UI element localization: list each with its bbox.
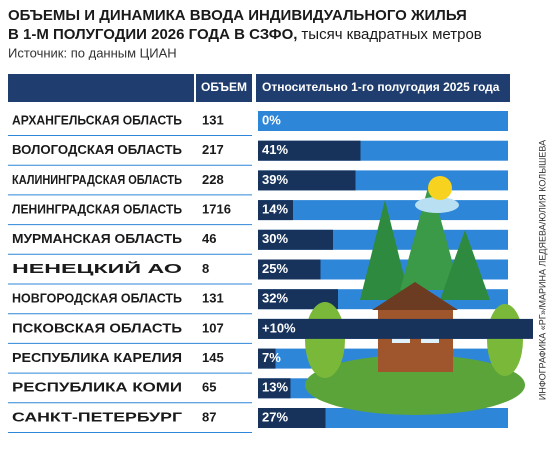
volume: 131 bbox=[202, 112, 224, 127]
credit: ИНФОГРАФИКА «РГ»/МАРИНА ЛЕДЯЕВА/ЮЛИЯ КОЛ… bbox=[537, 140, 547, 400]
lawn bbox=[305, 355, 525, 415]
volume: 131 bbox=[202, 291, 224, 306]
value-label: 30% bbox=[262, 231, 288, 246]
row-label: ПСКОВСКАЯ ОБЛАСТЬ bbox=[12, 320, 182, 335]
volume: 217 bbox=[202, 142, 224, 157]
row-label: РЕСПУБЛИКА КАРЕЛИЯ bbox=[12, 350, 182, 365]
volume: 228 bbox=[202, 172, 224, 187]
value-label: 25% bbox=[262, 261, 288, 276]
bar bbox=[258, 348, 276, 369]
roof bbox=[372, 282, 458, 310]
row-label: ЛЕНИНГРАДСКАЯ ОБЛАСТЬ bbox=[12, 202, 182, 217]
volume: 1716 bbox=[202, 202, 231, 217]
value-label: 27% bbox=[262, 409, 288, 424]
value-label: 41% bbox=[262, 142, 288, 157]
row-label: ВОЛОГОДСКАЯ ОБЛАСТЬ bbox=[12, 142, 182, 157]
row-label: НЕНЕЦКИЙ АО bbox=[12, 261, 182, 276]
value-label: +10% bbox=[262, 320, 296, 335]
volume: 65 bbox=[202, 380, 216, 395]
value-label: 13% bbox=[262, 380, 288, 395]
chart-source: Источник: по данным ЦИАН bbox=[8, 45, 177, 60]
row-label: АРХАНГЕЛЬСКАЯ ОБЛАСТЬ bbox=[12, 112, 182, 127]
bar bbox=[258, 170, 356, 191]
tree bbox=[305, 302, 345, 378]
tree bbox=[487, 304, 523, 376]
column-header: ОБЪЕМ bbox=[201, 80, 247, 94]
tree bbox=[400, 180, 460, 290]
sun bbox=[428, 176, 452, 200]
value-label: 39% bbox=[262, 172, 288, 187]
tree bbox=[440, 230, 490, 300]
header-cell bbox=[8, 74, 194, 102]
row-label: САНКТ-ПЕТЕРБУРГ bbox=[12, 409, 183, 424]
row-label: КАЛИНИНГРАДСКАЯ ОБЛАСТЬ bbox=[12, 172, 182, 187]
header-cell bbox=[196, 74, 252, 102]
tree bbox=[360, 200, 410, 300]
volume: 46 bbox=[202, 231, 216, 246]
bar-track bbox=[258, 111, 508, 131]
row-label: МУРМАНСКАЯ ОБЛАСТЬ bbox=[12, 231, 182, 246]
chart-title: ОБЪЕМЫ И ДИНАМИКА ВВОДА ИНДИВИДУАЛЬНОГО … bbox=[8, 7, 467, 24]
chart-unit: тысяч квадратных метров bbox=[301, 26, 481, 43]
value-label: 14% bbox=[262, 202, 288, 217]
value-label: 32% bbox=[262, 291, 288, 306]
bar bbox=[258, 140, 361, 161]
bar bbox=[258, 229, 333, 250]
row-label: НОВГОРОДСКАЯ ОБЛАСТЬ bbox=[12, 291, 182, 306]
bar bbox=[258, 289, 338, 310]
bar bbox=[258, 200, 293, 221]
bar bbox=[258, 318, 533, 339]
volume: 145 bbox=[202, 350, 224, 365]
chart-title-line: В 1-М ПОЛУГОДИИ 2026 ГОДА В СЗФО, bbox=[8, 26, 297, 43]
value-label: 0% bbox=[262, 112, 281, 127]
cloud bbox=[415, 197, 459, 213]
row-label: РЕСПУБЛИКА КОМИ bbox=[12, 380, 182, 395]
volume: 87 bbox=[202, 409, 216, 424]
bar bbox=[258, 259, 321, 280]
volume: 107 bbox=[202, 320, 224, 335]
header-cell bbox=[256, 74, 510, 102]
column-header: Относительно 1-го полугодия 2025 года bbox=[262, 80, 500, 94]
chart-title: В 1-М ПОЛУГОДИИ 2026 ГОДА В СЗФО, тысяч к… bbox=[8, 26, 482, 43]
volume: 8 bbox=[202, 261, 209, 276]
bar bbox=[258, 378, 291, 399]
bar bbox=[258, 408, 326, 428]
value-label: 7% bbox=[262, 350, 281, 365]
